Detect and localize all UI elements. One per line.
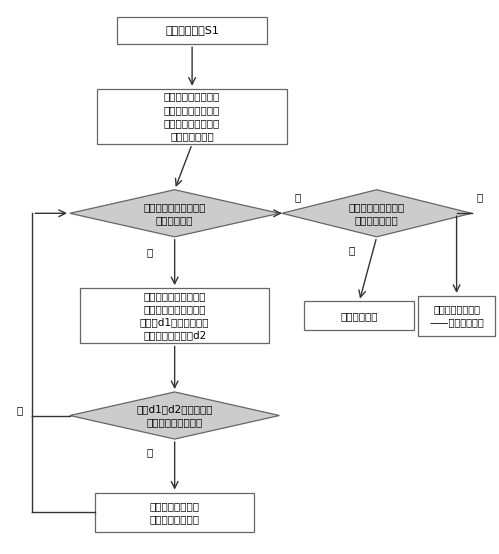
Bar	[418, 296, 495, 336]
Bar	[80, 288, 269, 343]
Text: 分别记录与模板匹
配字符的位置信息: 分别记录与模板匹 配字符的位置信息	[150, 501, 200, 524]
Text: 判断d1与d2中的最大值
是否小于设定的阈值: 判断d1与d2中的最大值 是否小于设定的阈值	[136, 404, 213, 427]
Bar	[117, 17, 267, 44]
Text: 匹配字符空间位置是
否符合设定条件: 匹配字符空间位置是 否符合设定条件	[349, 202, 405, 225]
Text: 否: 否	[16, 405, 22, 415]
Text: 是: 是	[147, 448, 153, 458]
Text: 选取设定阈值数量且
字符的宽度高度均小
于设定的阈值的字符
进行归一化处理: 选取设定阈值数量且 字符的宽度高度均小 于设定的阈值的字符 进行归一化处理	[164, 91, 220, 141]
Text: 采用欧式距离计算待识
别字符与模板字符的相
似距离d1、模板与待识
别字符的相似距离d2: 采用欧式距离计算待识 别字符与模板字符的相 似距离d1、模板与待识 别字符的相似…	[140, 291, 210, 341]
Text: 化学公式图像: 化学公式图像	[340, 311, 378, 321]
Text: 是: 是	[294, 192, 301, 202]
Bar	[304, 301, 414, 330]
Text: 选取的字符是否全部进
行相似度计算: 选取的字符是否全部进 行相似度计算	[143, 202, 206, 225]
Polygon shape	[70, 189, 279, 237]
Text: 进行下一模块检测
——图像密度检测: 进行下一模块检测 ——图像密度检测	[429, 304, 484, 327]
Bar	[97, 89, 287, 144]
Polygon shape	[282, 189, 472, 237]
Text: 否: 否	[477, 192, 483, 202]
Text: 否: 否	[147, 247, 153, 257]
Text: 分割字符链表S1: 分割字符链表S1	[165, 25, 219, 35]
Bar	[95, 493, 254, 532]
Polygon shape	[70, 392, 279, 439]
Text: 是: 是	[349, 245, 355, 255]
